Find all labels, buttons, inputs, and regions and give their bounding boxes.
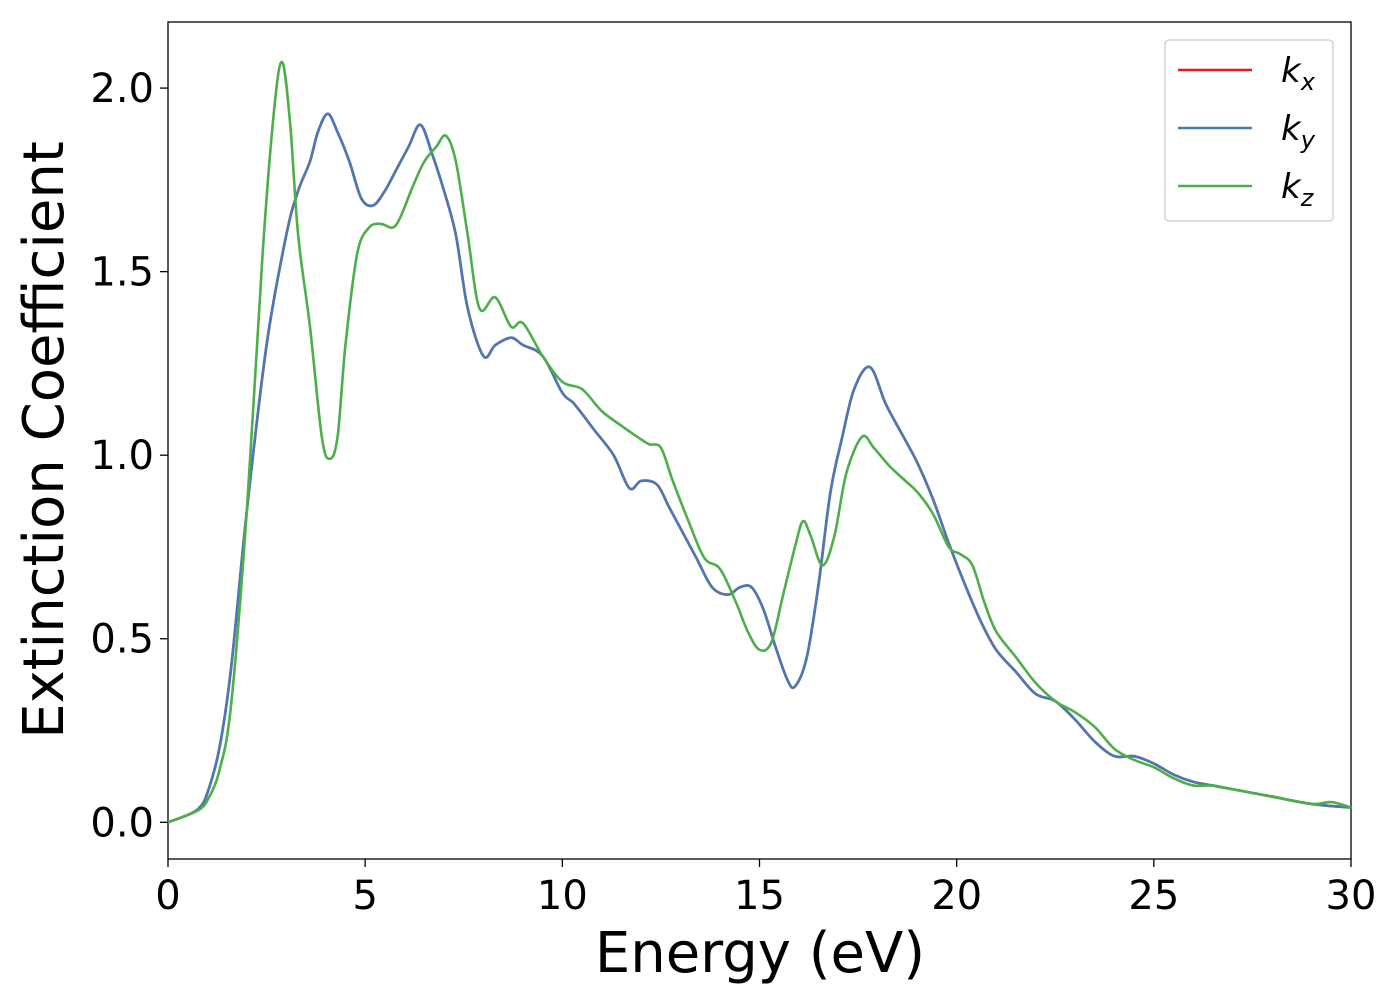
legend-label-kz: kz — [1281, 167, 1315, 212]
y-tick-label: 0.0 — [90, 800, 154, 846]
x-axis-label: Energy (eV) — [595, 921, 925, 986]
x-tick-label: 20 — [931, 873, 982, 919]
y-axis-label: Extinction Coefficient — [12, 141, 77, 739]
y-axis-ticks: 0.0 0.5 1.0 1.5 2.0 — [90, 66, 168, 846]
series-line-ky — [167, 112, 1352, 824]
legend-label-ky: ky — [1281, 109, 1316, 154]
y-tick-label: 1.5 — [90, 250, 154, 296]
series-line-kz — [167, 60, 1352, 824]
legend-box — [1164, 39, 1334, 222]
x-tick-label: 5 — [352, 873, 377, 919]
y-tick-label: 0.5 — [90, 617, 154, 663]
x-axis-ticks: 0 5 10 15 20 25 30 — [155, 859, 1376, 919]
x-tick-label: 30 — [1326, 873, 1377, 919]
x-tick-label: 15 — [734, 873, 785, 919]
x-tick-label: 10 — [537, 873, 588, 919]
y-tick-label: 2.0 — [90, 66, 154, 112]
legend-label-kx: kx — [1281, 51, 1316, 96]
legend: kx ky kz — [1164, 39, 1334, 222]
x-tick-label: 25 — [1128, 873, 1179, 919]
series-layer — [167, 60, 1352, 824]
x-tick-label: 0 — [155, 873, 180, 919]
y-tick-label: 1.0 — [90, 433, 154, 479]
